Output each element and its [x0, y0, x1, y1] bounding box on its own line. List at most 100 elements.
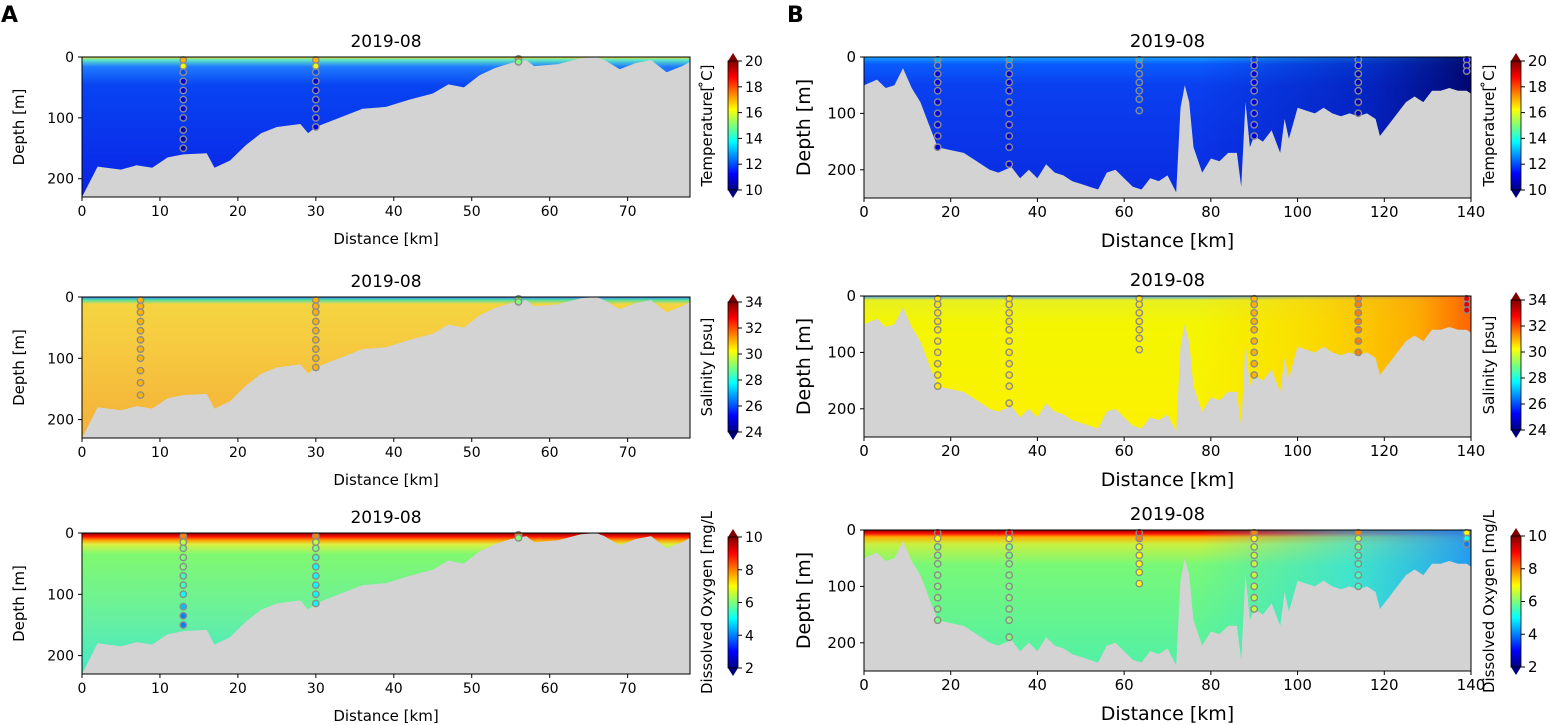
- x-tick-label: 140: [1457, 203, 1486, 221]
- station-5-sample: [1354, 308, 1363, 317]
- station-2-sample: [311, 326, 320, 335]
- station-1-sample: [179, 553, 188, 562]
- chart-title: 2019-08: [350, 508, 421, 528]
- station-2-sample: [311, 95, 320, 104]
- seafloor: [82, 57, 690, 197]
- colorbar-tick-label: 8: [745, 563, 754, 579]
- chart-a-temperature: 0 10 20 30 40 50 60 70 0 100 200 2019-08 Distance [k…: [10, 32, 763, 248]
- colorbar-temperature: 10 12 14 16 18 20 Temperature[ ̊C]: [698, 53, 763, 199]
- colorbar-tick-label: 20: [745, 54, 763, 70]
- colorbar-tick-label: 34: [1528, 291, 1547, 309]
- station-2-sample: [1005, 70, 1014, 78]
- station-1-sample: [179, 544, 188, 553]
- colorbar-tick-label: 12: [745, 157, 763, 173]
- x-tick-label: 40: [1028, 203, 1047, 221]
- station-2-sample: [311, 114, 320, 122]
- x-axis-label: Distance [km]: [1101, 703, 1234, 725]
- station-4-sample: [1250, 109, 1259, 118]
- colorbar-tick-label: 10: [1528, 527, 1547, 545]
- station-1-sample: [136, 345, 145, 353]
- colorbar-max-extension: [1511, 53, 1521, 61]
- station-1-sample: [136, 317, 145, 326]
- station-2-sample: [311, 572, 320, 580]
- station-3-sample: [1135, 534, 1144, 543]
- panel-label-b: B: [787, 3, 804, 28]
- colorbar-min-extension: [728, 432, 738, 440]
- axes-frame: [863, 295, 1472, 438]
- station-2-sample: [1005, 359, 1014, 368]
- axes-frame: [81, 56, 691, 198]
- station-5-sample: [1354, 300, 1363, 309]
- station-1-sample: [136, 391, 145, 399]
- x-tick-label: 0: [859, 442, 869, 460]
- station-2-sample: [1005, 98, 1014, 107]
- chart-title: 2019-08: [1130, 504, 1205, 525]
- station-1-sample: [179, 104, 188, 113]
- colorbar-tick-label: 10: [1528, 181, 1547, 199]
- station-4-sample: [1250, 300, 1259, 309]
- station-1-sample: [933, 98, 942, 107]
- station-4-sample: [1250, 559, 1259, 568]
- station-5-sample: [1354, 317, 1363, 326]
- station-5-sample: [1354, 534, 1363, 543]
- colorbar-tick-label: 10: [745, 183, 763, 199]
- y-tick-label: 200: [47, 649, 74, 665]
- y-tick-label: 0: [846, 48, 856, 66]
- station-1-sample: [933, 317, 942, 326]
- station-1-sample: [933, 616, 942, 625]
- x-axis-label: Distance [km]: [1101, 230, 1234, 252]
- x-tick-label: 0: [78, 681, 87, 697]
- station-4-sample: [1250, 78, 1259, 87]
- x-tick-label: 60: [541, 681, 559, 697]
- station-4-sample: [1250, 543, 1259, 551]
- colorbar-tick-label: 28: [1528, 369, 1547, 387]
- station-4-sample: [1250, 317, 1259, 326]
- colorbar-tick-label: 24: [1528, 421, 1547, 439]
- colorbar-tick-label: 6: [1528, 593, 1538, 611]
- colorbar-label: Dissolved Oxygen [mg/L: [698, 510, 716, 694]
- colorbar-frame: [1510, 60, 1522, 191]
- x-tick-label: 50: [463, 445, 481, 461]
- x-tick-label: 0: [859, 676, 869, 694]
- station-2-sample: [1005, 605, 1014, 613]
- colorbar-min-extension: [728, 668, 738, 676]
- y-axis-label: Depth [m]: [793, 318, 815, 415]
- colorbar-max-extension: [728, 294, 738, 302]
- station-4-sample: [1250, 582, 1259, 591]
- station-4-sample: [1250, 70, 1259, 78]
- colorbar-tick-label: 20: [1528, 52, 1547, 70]
- colorbar-tick-label: 12: [1528, 155, 1547, 173]
- station-3-sample: [1135, 61, 1144, 70]
- x-tick-label: 20: [941, 676, 960, 694]
- colorbar-dissolved_oxygen: 2 4 6 8 10 Dissolved Oxygen [mg/L: [698, 510, 763, 694]
- station-2-sample: [1005, 371, 1014, 379]
- chart-title: 2019-08: [1130, 270, 1205, 291]
- x-tick-label: 120: [1370, 442, 1399, 460]
- station-2-sample: [311, 345, 320, 353]
- station-1-sample: [933, 300, 942, 309]
- colorbar-gradient: [1511, 300, 1521, 430]
- x-tick-label: 30: [307, 445, 325, 461]
- station-5-sample: [1354, 551, 1363, 560]
- station-5-sample: [1354, 98, 1363, 107]
- station-5-sample: [1354, 348, 1363, 357]
- x-tick-label: 80: [1201, 442, 1220, 460]
- station-2-sample: [311, 308, 320, 317]
- station-2-sample: [1005, 120, 1014, 129]
- station-4-sample: [1250, 551, 1259, 560]
- station-5-sample: [1354, 582, 1363, 591]
- colorbar-gradient: [728, 302, 738, 432]
- station-5-sample: [1354, 325, 1363, 334]
- station-2-sample: [311, 68, 320, 77]
- x-tick-label: 100: [1283, 442, 1312, 460]
- station-4-sample: [1250, 132, 1259, 140]
- seafloor: [864, 307, 1471, 437]
- y-tick-label: 0: [65, 50, 74, 66]
- station-1-sample: [933, 348, 942, 357]
- station-2-sample: [1005, 308, 1014, 317]
- station-3-sample: [1135, 543, 1144, 551]
- station-2-sample: [1005, 160, 1014, 169]
- station-4-sample: [1250, 359, 1259, 368]
- colorbar-label: Salinity [psu]: [1480, 316, 1498, 415]
- station-2-sample: [311, 104, 320, 113]
